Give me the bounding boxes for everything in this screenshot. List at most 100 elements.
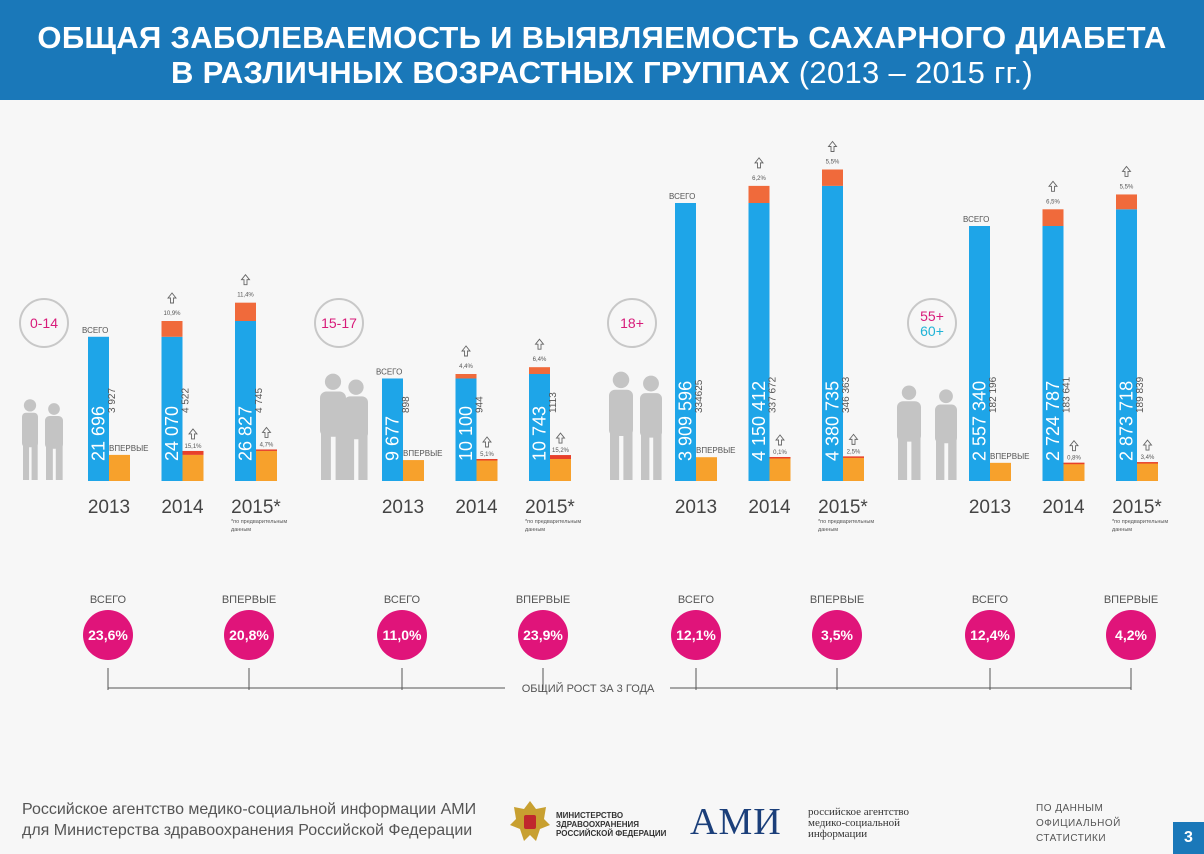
child-silhouette-icon xyxy=(45,403,63,480)
total-value-label: 4 150 412 xyxy=(749,381,769,461)
person-head xyxy=(643,375,659,392)
growth-vsego-value: 12,1% xyxy=(676,627,716,643)
up-arrow-icon xyxy=(534,338,545,350)
org-line-2: для Министерства здравоохранения Российс… xyxy=(22,822,473,839)
person-torso xyxy=(609,389,633,436)
growth-vsego-badge xyxy=(671,610,721,660)
teen-silhouette-icon xyxy=(320,373,346,480)
bar-group-2015*: 11,4% 26 827 4,7% 4 745 2015**по предварител… xyxy=(231,273,287,533)
age-group-badge: 55+60+ xyxy=(907,298,957,348)
age-circle xyxy=(19,298,69,348)
adult-silhouette-icon xyxy=(609,371,633,480)
adult-silhouette-icon xyxy=(640,375,662,480)
age-group-label: 15-17 xyxy=(321,315,357,331)
up-arrow-icon xyxy=(1069,439,1079,452)
total-value-label: 9 677 xyxy=(383,416,403,461)
new-value-label: 337 672 xyxy=(768,376,779,413)
total-growth-label: 6,2% xyxy=(752,176,766,182)
total-increase-segment xyxy=(748,185,770,203)
age-circle xyxy=(907,298,957,348)
total-bar xyxy=(748,203,770,481)
growth-vpervye-badge xyxy=(812,610,862,660)
new-bar xyxy=(843,456,864,481)
prelim-note-line-2: данным xyxy=(818,527,838,533)
person-leg xyxy=(936,438,945,480)
person-leg xyxy=(641,432,650,480)
total-increase-segment xyxy=(529,367,550,374)
page-number: 3 xyxy=(1173,822,1204,854)
title-line-1: ОБЩАЯ ЗАБОЛЕВАЕМОСТЬ И ВЫЯВЛЯЕМОСТЬ САХА… xyxy=(37,20,1167,55)
person-leg xyxy=(321,431,331,480)
up-arrow-icon xyxy=(754,157,764,169)
new-value-label: 944 xyxy=(475,396,486,413)
person-leg xyxy=(46,444,53,480)
growth-vsego-label: ВСЕГО xyxy=(90,594,127,606)
person-leg xyxy=(23,443,30,480)
person-leg xyxy=(358,434,368,480)
coat-of-arms-icon xyxy=(510,801,550,841)
year-label: 2013 xyxy=(88,497,130,518)
total-bar xyxy=(822,185,843,481)
up-arrow-icon xyxy=(261,426,272,438)
year-label: 2015* xyxy=(525,497,575,518)
person-leg xyxy=(31,443,38,480)
silhouettes xyxy=(22,371,957,480)
title-line-2: В РАЗЛИЧНЫХ ВОЗРАСТНЫХ ГРУППАХ (2013 – 2… xyxy=(0,55,1204,91)
new-value-label: 3 927 xyxy=(107,388,118,413)
new-bar xyxy=(769,457,791,481)
age-circle xyxy=(314,298,364,348)
ami-logo: АМИ xyxy=(690,801,782,843)
growth-vpervye-value: 3,5% xyxy=(821,627,853,643)
bar-group-2015*: 5,5% 4 380 735 2,5% 346 363 2015**по предвар… xyxy=(818,140,874,533)
new-growth-label: 15,2% xyxy=(552,448,570,454)
up-arrow-icon xyxy=(188,428,198,440)
up-arrow-icon xyxy=(848,433,859,445)
year-label: 2014 xyxy=(748,497,791,518)
prelim-note-line-1: *по предварительным xyxy=(1112,519,1168,525)
person-torso xyxy=(344,396,368,440)
person-leg xyxy=(55,444,63,480)
new-bar xyxy=(109,454,130,481)
total-growth-label: 5,5% xyxy=(826,159,840,165)
person-torso xyxy=(320,391,346,437)
total-increase-segment xyxy=(455,374,477,379)
bar-group-2013: ВСЕГО 21 696 ВПЕРВЫЕ 3 927 2013 xyxy=(82,326,149,518)
new-increase-segment xyxy=(1063,462,1085,465)
growth-vsego-value: 12,4% xyxy=(970,627,1010,643)
growth-group-2: ВСЕГО ВПЕРВЫЕ 12,1% 3,5% xyxy=(671,594,864,690)
growth-vpervye-badge xyxy=(1106,610,1156,660)
person-torso xyxy=(897,401,921,442)
person-torso xyxy=(640,393,662,438)
growth-vsego-value: 11,0% xyxy=(383,627,422,643)
age-group-label-bottom: 60+ xyxy=(920,323,944,339)
prelim-note-line-1: *по предварительным xyxy=(231,519,287,525)
new-bar xyxy=(1063,462,1085,481)
year-label: 2013 xyxy=(675,497,717,518)
age-group-badge: 15-17 xyxy=(314,298,364,348)
growth-vpervye-value: 20,8% xyxy=(229,627,269,643)
total-value-label: 26 827 xyxy=(236,406,256,461)
total-value-label: 10 743 xyxy=(530,406,550,461)
growth-vpervye-label: ВПЕРВЫЕ xyxy=(810,594,864,606)
total-bar xyxy=(88,336,109,481)
total-increase-segment xyxy=(235,302,256,321)
person-head xyxy=(324,373,342,390)
bar-group-2013: ВСЕГО 9 677 ВПЕРВЫЕ 898 2013 xyxy=(376,367,443,518)
growth-group-3: ВСЕГО ВПЕРВЫЕ 12,4% 4,2% xyxy=(965,594,1158,690)
person-leg xyxy=(610,430,620,480)
vsego-label: ВСЕГО xyxy=(376,367,402,376)
new-bar xyxy=(696,457,717,481)
up-arrow-icon xyxy=(1121,165,1132,177)
growth-vpervye-label: ВПЕРВЫЕ xyxy=(1104,594,1158,606)
up-arrow-icon xyxy=(482,436,492,448)
prelim-note-line-1: *по предварительным xyxy=(818,519,874,525)
year-label: 2013 xyxy=(969,497,1011,518)
prelim-note-line-1: *по предварительным xyxy=(525,519,581,525)
person-leg xyxy=(335,431,346,480)
year-label: 2014 xyxy=(161,497,204,518)
vsego-label: ВСЕГО xyxy=(669,192,695,201)
total-value-label: 21 696 xyxy=(89,406,109,461)
panel-1: 15-17 ВСЕГО 9 677 ВПЕРВЫЕ 898 2013 4,4% 10 100 5… xyxy=(314,298,581,533)
up-arrow-icon xyxy=(1048,180,1058,192)
up-arrow-icon xyxy=(240,273,251,286)
